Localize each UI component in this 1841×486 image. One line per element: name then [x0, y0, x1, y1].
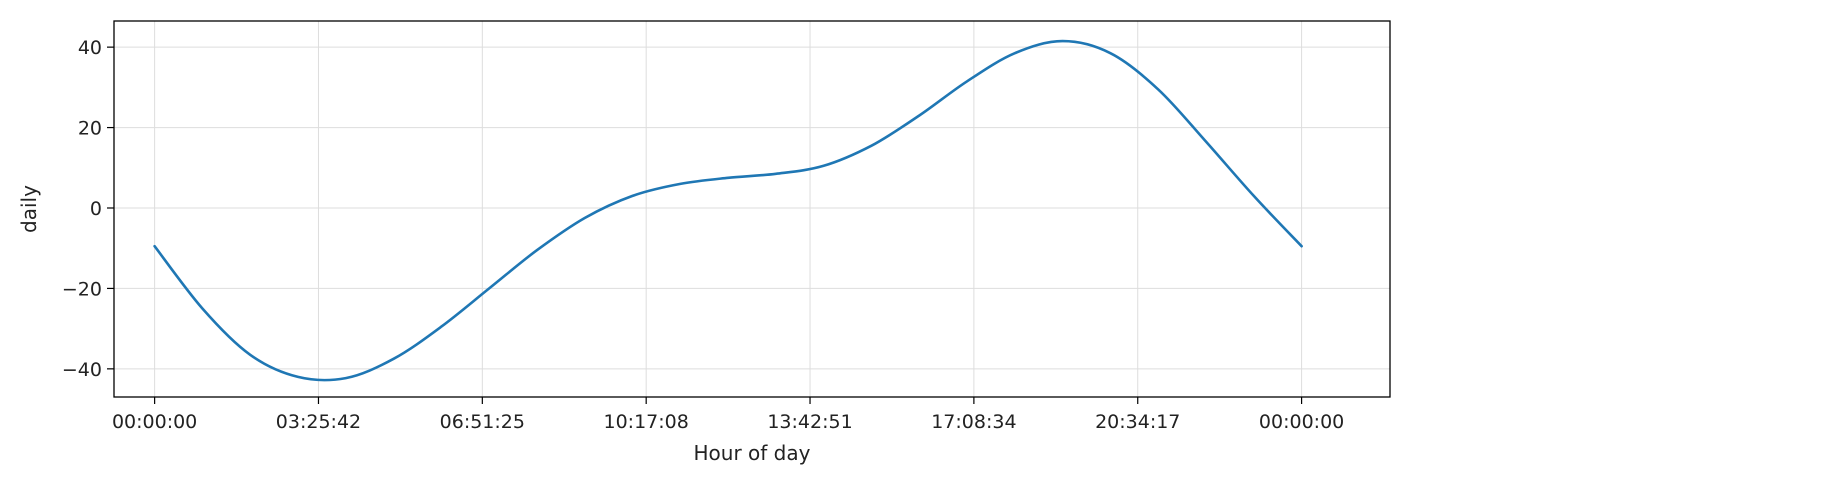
series-layer [153, 39, 1303, 382]
x-tick-label: 17:08:34 [931, 411, 1016, 433]
x-tick-label: 10:17:08 [604, 411, 689, 433]
y-tick-label: −40 [62, 359, 102, 381]
y-tick-label: 20 [78, 118, 102, 140]
y-tick-label: −20 [62, 278, 102, 300]
x-tick-label: 00:00:00 [1259, 411, 1344, 433]
y-tick-label: 40 [78, 37, 102, 59]
x-tick-label: 06:51:25 [440, 411, 525, 433]
x-tick-label: 20:34:17 [1095, 411, 1180, 433]
series-line-daily [153, 39, 1303, 382]
y-axis-title: daily [17, 185, 41, 233]
x-tick-label: 13:42:51 [767, 411, 852, 433]
grid [114, 21, 1390, 397]
y-tick-label: 0 [90, 198, 102, 220]
plot-frame [113, 20, 1391, 398]
x-tick-label: 03:25:42 [276, 411, 361, 433]
y-axis: 40 20 0 −20 −40 [62, 37, 114, 381]
x-axis-title: Hour of day [694, 441, 811, 465]
x-axis: 00:00:00 03:25:42 06:51:25 10:17:08 13:42:51… [112, 397, 1344, 433]
x-tick-label: 00:00:00 [112, 411, 197, 433]
